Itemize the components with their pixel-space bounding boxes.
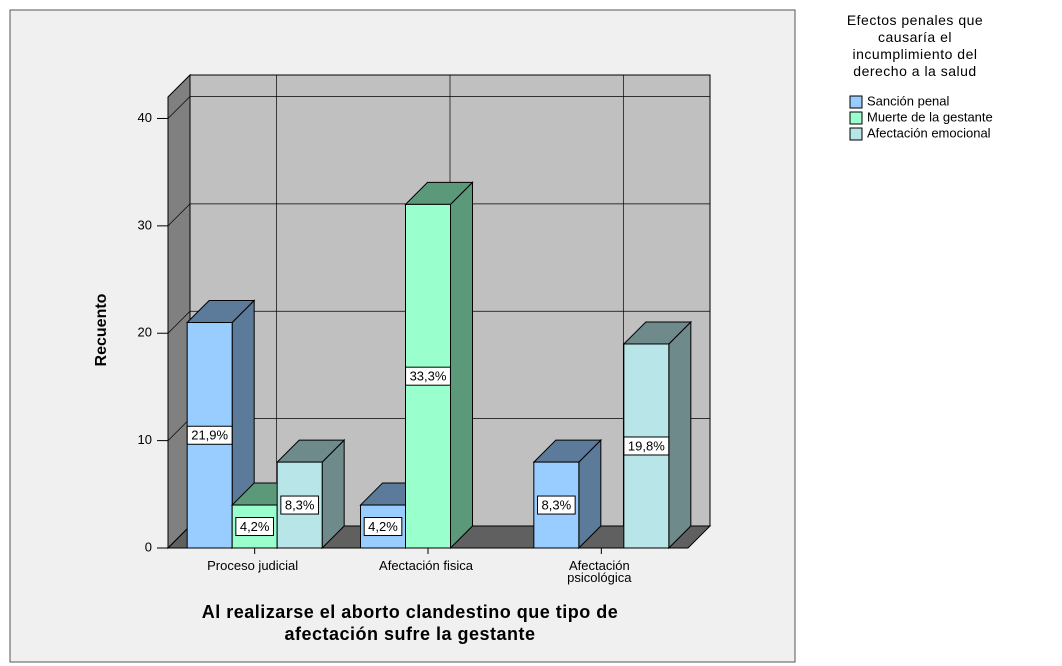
value-label: 8,3%	[542, 497, 572, 512]
legend-label: Afectación emocional	[867, 125, 991, 140]
legend-title: Efectos penales que causaría el incumpli…	[846, 12, 984, 79]
value-label-box	[623, 436, 670, 456]
y-tick-label: 10	[138, 432, 152, 447]
grid-line	[167, 96, 191, 119]
value-label-box	[405, 366, 451, 386]
grid-line	[167, 418, 191, 441]
bar-side	[668, 320, 692, 550]
grid-line	[167, 203, 191, 227]
x-tick-label: Proceso judicial	[207, 558, 299, 573]
value-label-box	[537, 495, 576, 515]
x-tick-label: Afectación psicológica	[567, 558, 632, 585]
value-label-box	[280, 495, 319, 515]
value-label: 8,3%	[285, 497, 315, 512]
grid-line	[167, 310, 191, 334]
x-axis-title: Al realizarse el aborto clandestino que …	[201, 602, 619, 644]
value-label: 21,9%	[191, 428, 228, 443]
value-label: 4,2%	[240, 519, 270, 534]
bar-side	[450, 181, 473, 550]
y-tick-label: 30	[138, 217, 152, 232]
value-label-box	[363, 517, 403, 537]
legend-swatch	[849, 111, 863, 125]
legend-label: Sanción penal	[867, 93, 950, 108]
value-label: 19,8%	[628, 438, 665, 453]
grid-line	[167, 525, 191, 549]
y-tick-label: 40	[138, 110, 152, 125]
value-label: 4,2%	[368, 519, 398, 534]
value-label: 33,3%	[410, 369, 447, 384]
y-tick-label: 20	[138, 325, 152, 340]
y-axis-title: Recuento	[93, 293, 110, 366]
value-label-box	[235, 517, 274, 537]
value-label-box	[186, 425, 233, 445]
legend-swatch	[849, 127, 863, 141]
x-tick-label: Afectación fisica	[379, 558, 473, 573]
legend-swatch	[849, 95, 863, 109]
y-tick-label: 0	[145, 539, 152, 554]
legend-label: Muerte de la gestante	[867, 109, 993, 124]
